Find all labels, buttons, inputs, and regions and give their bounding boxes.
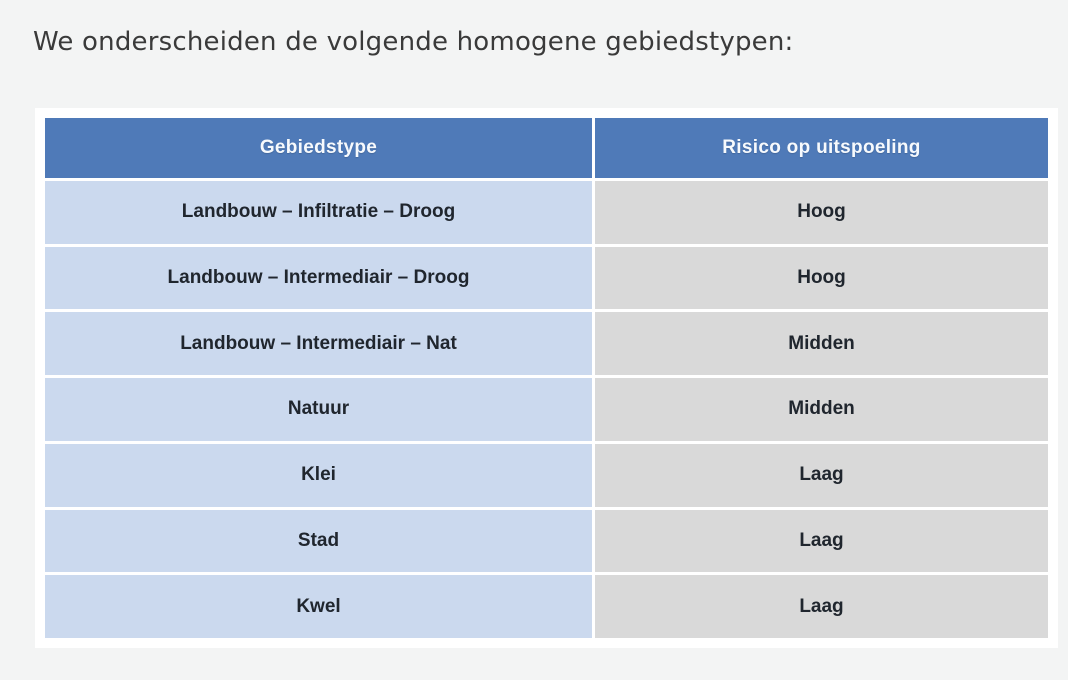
risico-cell: Hoog	[595, 246, 1048, 310]
risico-cell: Hoog	[595, 181, 1048, 244]
gebiedstype-cell: Stad	[45, 509, 592, 573]
table-row: Stad Laag	[45, 509, 1048, 573]
table-row: Kwel Laag	[45, 575, 1048, 638]
table-row: Landbouw – Intermediair – Droog Hoog	[45, 246, 1048, 310]
gebiedstype-cell: Natuur	[45, 378, 592, 441]
table-row: Landbouw – Infiltratie – Droog Hoog	[45, 181, 1048, 244]
table-row: Landbouw – Intermediair – Nat Midden	[45, 312, 1048, 376]
risico-cell: Midden	[595, 378, 1048, 441]
gebiedstypen-table: Gebiedstype Risico op uitspoeling Landbo…	[42, 115, 1051, 641]
table-row: Klei Laag	[45, 443, 1048, 507]
gebiedstype-cell: Landbouw – Infiltratie – Droog	[45, 181, 592, 244]
column-header-gebiedstype: Gebiedstype	[45, 118, 592, 178]
risico-cell: Laag	[595, 575, 1048, 638]
risico-cell: Laag	[595, 509, 1048, 573]
gebiedstype-cell: Landbouw – Intermediair – Droog	[45, 246, 592, 310]
risico-cell: Midden	[595, 312, 1048, 376]
column-header-risico-op-uitspoeling: Risico op uitspoeling	[595, 118, 1048, 178]
page-title: We onderscheiden de volgende homogene ge…	[33, 27, 794, 57]
table-header-row: Gebiedstype Risico op uitspoeling	[45, 118, 1048, 178]
gebiedstype-cell: Landbouw – Intermediair – Nat	[45, 312, 592, 376]
gebiedstype-cell: Klei	[45, 443, 592, 507]
risico-cell: Laag	[595, 443, 1048, 507]
gebiedstype-cell: Kwel	[45, 575, 592, 638]
table-panel: Gebiedstype Risico op uitspoeling Landbo…	[35, 108, 1058, 648]
table-row: Natuur Midden	[45, 378, 1048, 441]
